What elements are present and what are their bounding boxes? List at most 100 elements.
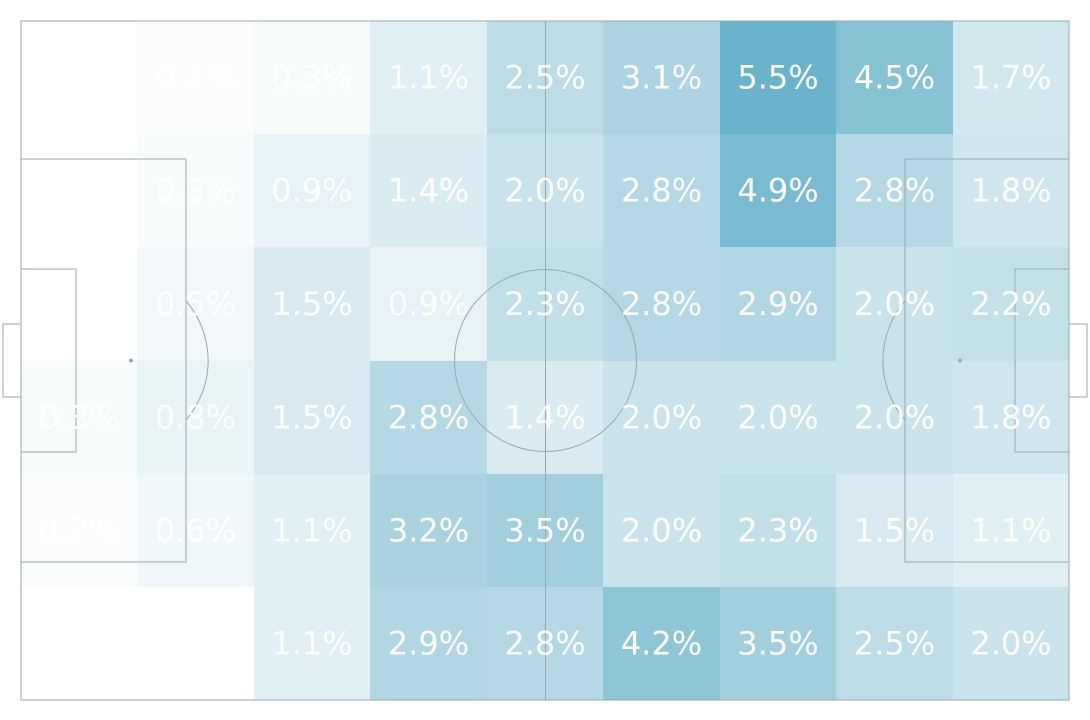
cell-value-label: 1.8%	[970, 399, 1051, 437]
cell-value-label: 1.7%	[970, 59, 1051, 97]
cell-value-label: 1.4%	[504, 399, 585, 437]
heatmap-cell	[137, 474, 254, 587]
cell-value-label: 2.2%	[970, 285, 1051, 323]
cell-value-label: 0.9%	[271, 172, 352, 210]
heatmap-cell	[254, 247, 370, 361]
cell-value-label: 3.1%	[621, 59, 702, 97]
heatmap-cell	[836, 134, 953, 247]
cell-value-label: 3.5%	[737, 625, 818, 663]
heatmap-cell	[370, 247, 487, 361]
heatmap-cell	[21, 134, 137, 247]
heatmap-cell	[254, 21, 370, 134]
cell-value-label: 0.3%	[271, 59, 352, 97]
right-penalty-spot	[958, 358, 962, 363]
cell-value-label: 0.5%	[155, 285, 236, 323]
cell-value-label: 0.9%	[388, 285, 469, 323]
cell-value-label: 2.3%	[737, 512, 818, 550]
cell-value-label: 2.5%	[504, 59, 585, 97]
center-circle	[454, 269, 637, 452]
heatmap-cell	[953, 587, 1069, 700]
heatmap-cell	[254, 361, 370, 474]
heatmap-cell	[370, 587, 487, 700]
heatmap-cell	[836, 474, 953, 587]
cell-value-label: 2.0%	[621, 399, 702, 437]
cell-value-label: 0.3%	[155, 172, 236, 210]
cell-value-label: 2.0%	[970, 625, 1051, 663]
heatmap-cell	[370, 134, 487, 247]
cell-value-label: 2.8%	[854, 172, 935, 210]
heatmap-cell	[21, 21, 137, 134]
cell-value-label: 1.4%	[388, 172, 469, 210]
heatmap-cell	[370, 21, 487, 134]
heatmap-cell	[254, 134, 370, 247]
heatmap-cell	[254, 474, 370, 587]
cell-value-label: 0.2%	[155, 59, 236, 97]
cell-value-label: 3.2%	[388, 512, 469, 550]
cell-value-label: 2.0%	[737, 399, 818, 437]
left-penalty-spot	[129, 358, 133, 363]
heatmap-cell	[953, 247, 1069, 361]
heatmap-cell	[720, 247, 836, 361]
heatmap-cell	[254, 587, 370, 700]
heatmap-cell	[836, 247, 953, 361]
cell-value-label: 2.8%	[621, 172, 702, 210]
heatmap-cell	[603, 247, 720, 361]
cell-value-label: 2.8%	[621, 285, 702, 323]
heatmap-cell	[603, 134, 720, 247]
cell-value-label: 1.1%	[388, 59, 469, 97]
cell-value-label: 2.0%	[854, 399, 935, 437]
heatmap-cell	[720, 474, 836, 587]
heatmap-cell	[21, 361, 137, 474]
cell-value-label: 2.0%	[504, 172, 585, 210]
cell-value-label: 1.5%	[271, 399, 352, 437]
cell-value-label: 2.3%	[504, 285, 585, 323]
heatmap-cell	[137, 247, 254, 361]
heatmap-cell	[720, 587, 836, 700]
cell-value-label: 0.6%	[155, 512, 236, 550]
cell-value-label: 4.5%	[854, 59, 935, 97]
heatmap-cell	[603, 361, 720, 474]
pitch-markings	[2, 20, 1088, 701]
cell-value-label: 1.1%	[271, 512, 352, 550]
heatmap-cell	[953, 474, 1069, 587]
heatmap-cell	[603, 21, 720, 134]
cell-value-label: 1.5%	[854, 512, 935, 550]
cell-value-label: 2.9%	[388, 625, 469, 663]
right-penalty-arc	[882, 300, 906, 421]
cell-value-label: 2.9%	[737, 285, 818, 323]
heatmap-cell	[720, 21, 836, 134]
heatmap-cell	[137, 21, 254, 134]
cell-value-label: 0.8%	[155, 399, 236, 437]
cell-value-label: 3.5%	[504, 512, 585, 550]
heatmap-cell	[836, 361, 953, 474]
right-goal	[1068, 323, 1088, 398]
heatmap-cell	[137, 587, 254, 700]
cell-value-label: 4.2%	[621, 625, 702, 663]
cell-value-label: 4.9%	[737, 172, 818, 210]
heatmap-cell	[836, 21, 953, 134]
cell-value-label: 0.2%	[38, 512, 119, 550]
cell-value-label: 5.5%	[737, 59, 818, 97]
cell-value-label: 2.0%	[854, 285, 935, 323]
heatmap-cell	[836, 587, 953, 700]
cell-value-label: 1.8%	[970, 172, 1051, 210]
cell-value-label: 2.5%	[854, 625, 935, 663]
heatmap-cell	[603, 474, 720, 587]
heatmap-cell	[137, 361, 254, 474]
heatmap-cell	[21, 247, 137, 361]
cell-value-label: 2.8%	[504, 625, 585, 663]
cell-value-label: 2.8%	[388, 399, 469, 437]
cell-value-label: 1.1%	[970, 512, 1051, 550]
heatmap-cell	[603, 587, 720, 700]
heatmap-cell	[370, 361, 487, 474]
cell-value-label: 2.0%	[621, 512, 702, 550]
heatmap-cell	[953, 361, 1069, 474]
heatmap-cell	[21, 587, 137, 700]
cell-value-label: 1.5%	[271, 285, 352, 323]
heatmap-cell	[370, 474, 487, 587]
heatmap-cell	[21, 474, 137, 587]
heatmap-cell	[137, 134, 254, 247]
heatmap-cell	[720, 134, 836, 247]
left-goal	[2, 323, 22, 398]
